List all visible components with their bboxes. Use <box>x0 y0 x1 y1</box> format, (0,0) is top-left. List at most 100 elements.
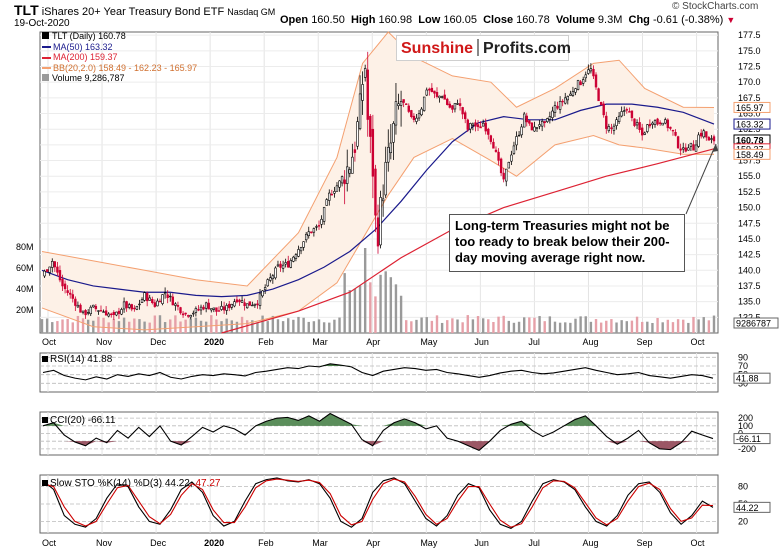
candle-body <box>576 80 580 90</box>
candle-body <box>581 79 585 84</box>
candle-body <box>648 123 652 127</box>
candle-body <box>117 310 121 314</box>
candle-body <box>587 69 590 74</box>
cci-title-label: CCI(20) -66.11 <box>50 415 116 426</box>
legend-swatch-volume <box>42 74 49 81</box>
candle-body <box>148 297 151 301</box>
ticker-symbol: TLT <box>14 2 39 18</box>
x-axis-label: Jul <box>528 337 540 347</box>
candle-body <box>579 81 582 86</box>
volume-bar <box>374 296 377 333</box>
candle-body <box>358 93 362 129</box>
volume-bar <box>666 319 670 333</box>
legend-bb-label: BB(20,2.0) 158.49 - 162.23 - 165.97 <box>53 62 198 73</box>
volume-value: 9.3M <box>597 14 623 26</box>
candle-body <box>702 130 705 138</box>
volume-bar <box>225 318 228 333</box>
price-flag-label: 158.49 <box>736 150 764 160</box>
candle-body <box>230 303 234 308</box>
volume-bar <box>240 316 244 333</box>
logo-divider <box>477 39 480 56</box>
rsi-title: RSI(14) 41.88 <box>42 354 112 365</box>
candle-body <box>492 141 495 149</box>
logo-part-sunshine: Sunshine <box>401 40 474 57</box>
candle-body <box>430 87 434 93</box>
volume-bar <box>338 317 341 333</box>
volume-bar <box>471 319 475 333</box>
volume-bar <box>379 274 382 333</box>
volume-bar <box>204 321 208 333</box>
volume-bar <box>148 322 151 333</box>
candle-body <box>51 261 54 268</box>
candle-body <box>151 299 154 303</box>
candle-body <box>251 304 254 307</box>
candle-body <box>161 294 164 304</box>
price-tick-label: 132.5 <box>738 312 761 322</box>
volume-bar <box>625 321 628 333</box>
volume-bar <box>97 316 100 333</box>
volume-bar <box>210 315 213 333</box>
volume-bar <box>369 282 372 333</box>
volume-tick-label: 60M <box>16 263 34 273</box>
candle-body <box>517 134 521 137</box>
candle-body <box>86 312 90 314</box>
candle-body <box>522 113 526 128</box>
annotation-arrow-head <box>712 144 718 152</box>
x-axis-label: Oct <box>42 337 57 347</box>
candle-body <box>287 261 290 268</box>
sto-line-1 <box>42 478 714 528</box>
candle-body <box>589 68 593 72</box>
volume-bar <box>128 321 131 333</box>
price-tick-label: 135.0 <box>738 297 761 307</box>
candle-body <box>594 74 598 88</box>
candle-body <box>420 108 423 116</box>
candle-body <box>104 310 108 316</box>
volume-bar <box>630 320 634 333</box>
candle-body <box>438 95 441 99</box>
candle-body <box>610 127 613 129</box>
candle-body <box>653 120 657 125</box>
volume-bar <box>635 316 639 333</box>
candle-body <box>120 309 123 315</box>
candle-body <box>384 161 387 196</box>
candle-body <box>499 158 503 174</box>
rsi-line-0 <box>42 363 714 381</box>
volume-bar <box>656 318 659 333</box>
candle-body <box>674 131 677 136</box>
volume-bar <box>276 319 280 333</box>
candle-body <box>520 126 523 136</box>
candle-body <box>56 266 59 273</box>
volume-bar <box>292 319 295 333</box>
price-tick-label: 167.5 <box>738 93 761 103</box>
volume-bar <box>86 319 90 333</box>
candle-body <box>174 303 177 306</box>
candle-body <box>156 300 159 307</box>
volume-bar <box>420 317 423 333</box>
candle-body <box>225 305 228 311</box>
open-value: 160.50 <box>311 14 345 26</box>
candle-body <box>697 134 700 147</box>
sto-flag-box <box>733 501 771 513</box>
candle-body <box>302 241 305 248</box>
volume-bar <box>558 322 562 333</box>
down-arrow-icon: ▼ <box>726 15 736 25</box>
candle-body <box>102 311 105 313</box>
candle-body <box>458 103 462 106</box>
volume-bar <box>687 322 690 333</box>
rsi-flag-box <box>733 372 771 384</box>
candle-body <box>181 313 185 316</box>
candle-body <box>310 231 313 234</box>
candle-body <box>679 148 682 151</box>
volume-bar <box>481 318 485 333</box>
candle-body <box>399 100 403 106</box>
candle-body <box>607 126 611 131</box>
candle-body <box>281 264 285 269</box>
candle-body <box>540 121 544 127</box>
volume-flag-label: 9286787 <box>736 319 771 329</box>
candle-body <box>228 303 231 309</box>
candle-body <box>392 123 395 143</box>
candle-body <box>307 231 310 237</box>
volume-bar <box>40 319 44 333</box>
volume-bar <box>307 321 310 333</box>
logo-part-profits: Profits.com <box>483 40 572 57</box>
